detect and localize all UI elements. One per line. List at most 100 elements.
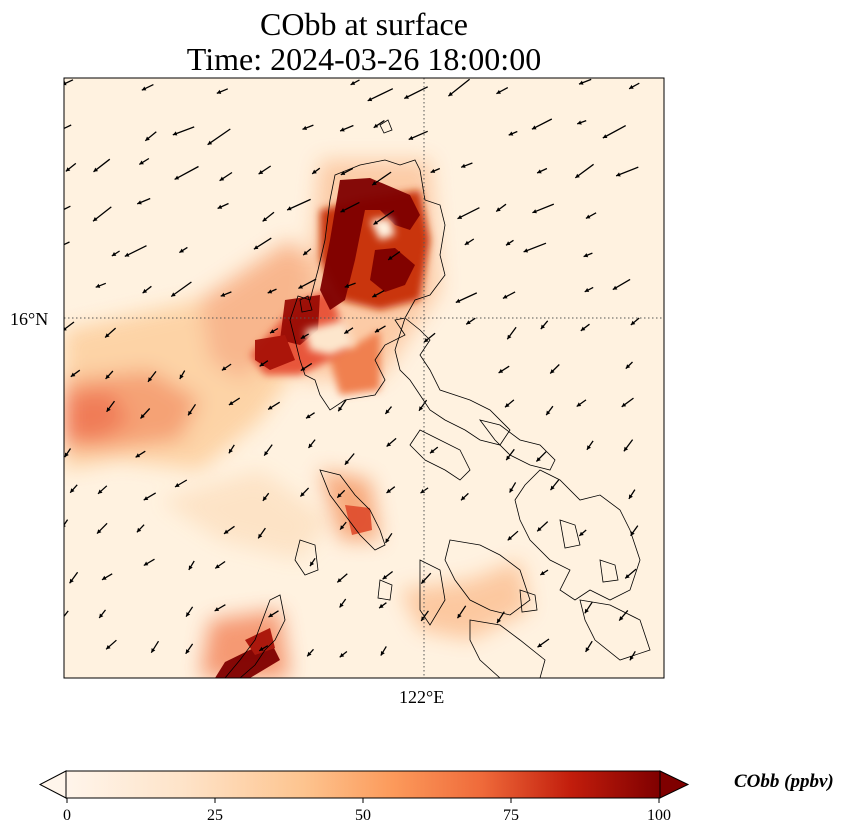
wind-arrow-head [466,320,471,325]
wind-arrow-head [215,564,220,569]
wind-arrow-head [457,613,462,619]
wind-arrow-head [52,212,57,216]
wind-arrow-head [49,248,54,252]
wind-arrow-head [577,120,582,125]
wind-arrow-head [388,255,393,260]
wind-arrow-head [172,131,178,136]
wind-arrow-head [584,288,590,292]
wind-arrow-shaft [64,205,71,211]
wind-arrow-head [228,401,234,405]
wind-arrow-head [300,334,306,339]
wind-arrow-head [585,214,591,219]
coastlines [224,119,651,678]
wind-arrow-head [379,603,384,609]
wind-arrow-head [139,160,144,165]
wind-arrow-head [259,362,265,367]
wind-arrow-head [424,338,429,343]
wind-arrow-head [496,89,501,94]
wind-arrow-head [220,292,226,297]
wind-arrow-head [550,485,555,491]
wind-arrow-head [579,531,584,536]
wind-arrow-head [95,283,101,288]
wind-arrow-head [496,207,501,212]
wind-arrow-head [367,97,373,102]
wind-arrow-head [586,445,591,450]
chart-title: CObb at surface [260,6,468,42]
wind-arrow-head [461,163,466,168]
wind-arrow-head [337,493,342,498]
wind-arrow-shaft [207,128,231,146]
wind-arrow-head [268,613,274,618]
wind-arrow-head [372,293,377,298]
wind-arrow-head [65,167,71,172]
wind-arrow-head [137,200,142,205]
colorbar-gradient [66,771,660,798]
wind-arrow-head [310,561,315,567]
wind-arrow-head [508,131,514,136]
wind-arrow-head [340,127,345,132]
wind-arrow-head [461,495,466,501]
wind-arrow-head [585,647,590,652]
wind-arrow-head [70,488,75,493]
wind-arrow-head [59,618,63,623]
wind-arrow-head [219,176,225,181]
colorbar-tick-0: 0 [63,807,71,824]
wind-arrow-head [98,489,103,494]
wind-arrow-head [93,217,98,222]
wind-arrow-shaft [286,198,311,211]
wind-arrow-head [221,366,227,371]
wind-arrow-head [404,94,409,99]
wind-arrow-head [340,525,345,530]
wind-arrow-head [532,209,537,214]
wind-arrow-head [171,292,176,297]
wind-arrow-head [303,250,308,256]
wind-arrow-head [340,171,346,175]
wind-arrow-head [457,215,463,219]
wind-arrow-head [308,443,313,448]
wind-arrow-head [270,329,275,334]
wind-arrow-head [228,448,233,454]
wind-arrow-head [531,125,537,130]
wind-arrow-head [48,132,53,136]
wind-arrow-head [464,240,470,245]
wind-arrow-head [430,449,435,454]
colorbar-tick-75: 75 [503,807,519,824]
wind-arrow-head [385,409,390,414]
wind-arrow-head [217,204,223,209]
wind-arrow-head [540,571,545,575]
wind-arrow-head [344,329,349,334]
wind-arrow-head [350,81,356,85]
wind-arrow-head [124,252,130,257]
wind-arrow-head [550,369,555,374]
wind-arrow-head [507,536,513,541]
wind-arrow-head [621,402,627,407]
wind-arrow-head [302,125,307,130]
wind-arrow-head [630,320,636,325]
wind-arrow-shaft [64,124,72,130]
wind-arrow-head [382,575,388,580]
wind-arrow-head [174,175,180,180]
wind-arrow-head [188,565,193,570]
wind-arrow-shaft [64,79,74,85]
wind-arrow-head [264,451,269,456]
wind-arrow-head [628,494,633,499]
wind-arrow-head [224,529,229,534]
wind-arrow-head [374,328,380,333]
wind-arrow-head [619,616,624,621]
wind-arrow-head [602,134,608,138]
wind-arrow-shaft [367,88,394,102]
colorbar-extend-high [659,770,690,799]
wind-arrow-head [372,181,377,186]
colorbar-tick-25: 25 [207,807,223,824]
wind-arrow-head [505,403,510,408]
wind-arrow-head [141,86,147,91]
wind-arrow-shaft [447,78,471,97]
wind-arrow-head [185,649,190,654]
wind-arrow-head [623,446,629,452]
wind-arrow-head [105,333,110,338]
wind-arrow-head [262,496,267,501]
wind-arrow-head [579,80,584,85]
wind-arrow-head [135,453,141,458]
wind-arrow-head [575,173,580,178]
